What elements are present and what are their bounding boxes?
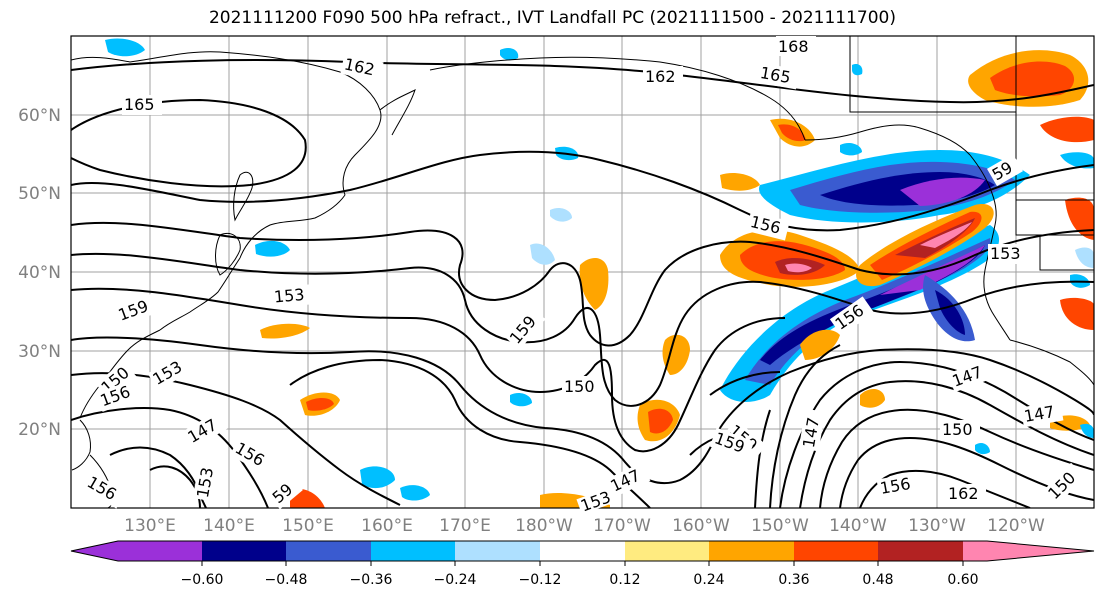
colorbar-segment-3 [371,541,455,561]
colorbar-segment-4 [455,541,540,561]
cbar-label-6: 0.24 [693,572,724,588]
cbar-label-4: −0.12 [519,572,562,588]
contour-label-c162c: 162 [948,484,979,503]
colorbar-segment-6 [625,541,709,561]
lon-label-170e: 170°E [439,516,491,536]
cbar-label-5: 0.12 [609,572,640,588]
contour-label-c153e: 153 [990,244,1021,263]
lat-label-60n: 60°N [18,106,61,126]
lon-label-130w: 130°W [908,516,966,536]
colorbar-tick-labels: −0.60 −0.48 −0.36 −0.24 −0.12 0.12 0.24 … [181,572,979,588]
colorbar-segment-8 [794,541,878,561]
colorbar-segments [71,541,1094,561]
lat-labels: 60°N 50°N 40°N 30°N 20°N [18,106,61,440]
colorbar: −0.60 −0.48 −0.36 −0.24 −0.12 0.12 0.24 … [70,540,1095,588]
colorbar-segment-0 [71,541,202,561]
lat-label-20n: 20°N [18,420,61,440]
shaded-field [105,38,1094,508]
contour-label-c168: 168 [778,37,809,56]
lon-label-160w: 160°W [672,516,730,536]
cbar-label-8: 0.48 [862,572,893,588]
lon-label-170w: 170°W [593,516,651,536]
lon-label-120w: 120°W [987,516,1045,536]
lon-label-150e: 150°E [282,516,334,536]
lon-label-160e: 160°E [361,516,413,536]
colorbar-segment-9 [878,541,963,561]
map-title: 2021111200 F090 500 hPa refract., IVT La… [208,8,896,28]
cbar-label-0: −0.60 [181,572,224,588]
colorbar-segment-2 [286,541,371,561]
coastlines [71,36,1094,508]
contour-label-c162b: 162 [645,67,676,86]
cbar-label-7: 0.36 [778,572,809,588]
colorbar-segment-5 [540,541,625,561]
colorbar-segment-7 [709,541,794,561]
lat-label-40n: 40°N [18,263,61,283]
contour-label-c165a: 165 [124,95,155,114]
colorbar-segment-10 [963,541,1094,561]
contour-label-c153a: 153 [273,285,305,307]
cbar-label-2: −0.36 [350,572,393,588]
lon-label-130e: 130°E [124,516,176,536]
colorbar-segment-1 [202,541,286,561]
contour-labels: 168 162 162 165 165 156 153 159 159 150 … [81,36,1086,516]
cbar-label-9: 0.60 [947,572,978,588]
colorbar-outline [70,540,1095,562]
lon-labels: 130°E 140°E 150°E 160°E 170°E 180°W 170°… [124,516,1045,536]
lat-label-30n: 30°N [18,342,61,362]
gridlines [71,36,1094,508]
lon-label-140w: 140°W [829,516,887,536]
cbar-label-3: −0.24 [434,572,477,588]
contour-label-c150a: 150 [564,377,595,396]
lon-label-140e: 140°E [203,516,255,536]
cbar-label-1: −0.48 [265,572,308,588]
lat-label-50n: 50°N [18,184,61,204]
colorbar-ticks [201,561,964,566]
contour-label-c150c: 150 [942,420,973,439]
lon-label-150w: 150°W [751,516,809,536]
lon-label-180w: 180°W [515,516,573,536]
